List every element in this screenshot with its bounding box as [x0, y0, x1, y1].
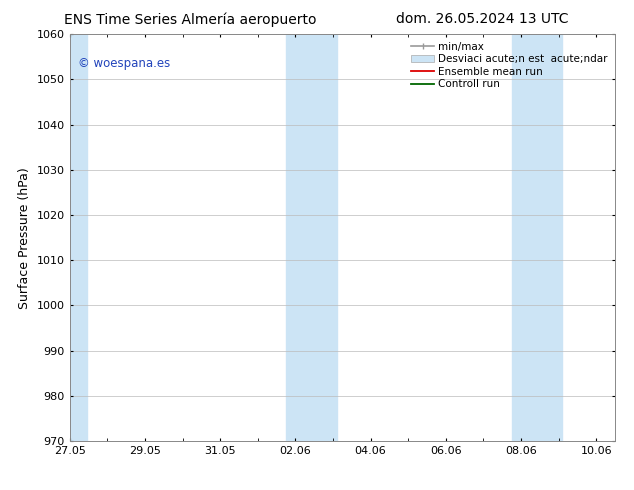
Text: dom. 26.05.2024 13 UTC: dom. 26.05.2024 13 UTC — [396, 12, 568, 26]
Bar — [512, 34, 562, 441]
Y-axis label: Surface Pressure (hPa): Surface Pressure (hPa) — [18, 167, 31, 309]
Bar — [70, 34, 87, 441]
Text: ENS Time Series Almería aeropuerto: ENS Time Series Almería aeropuerto — [64, 12, 316, 27]
Legend: min/max, Desviaci acute;n est  acute;ndar, Ensemble mean run, Controll run: min/max, Desviaci acute;n est acute;ndar… — [407, 37, 612, 94]
Text: © woespana.es: © woespana.es — [78, 57, 170, 70]
Bar — [286, 34, 337, 441]
